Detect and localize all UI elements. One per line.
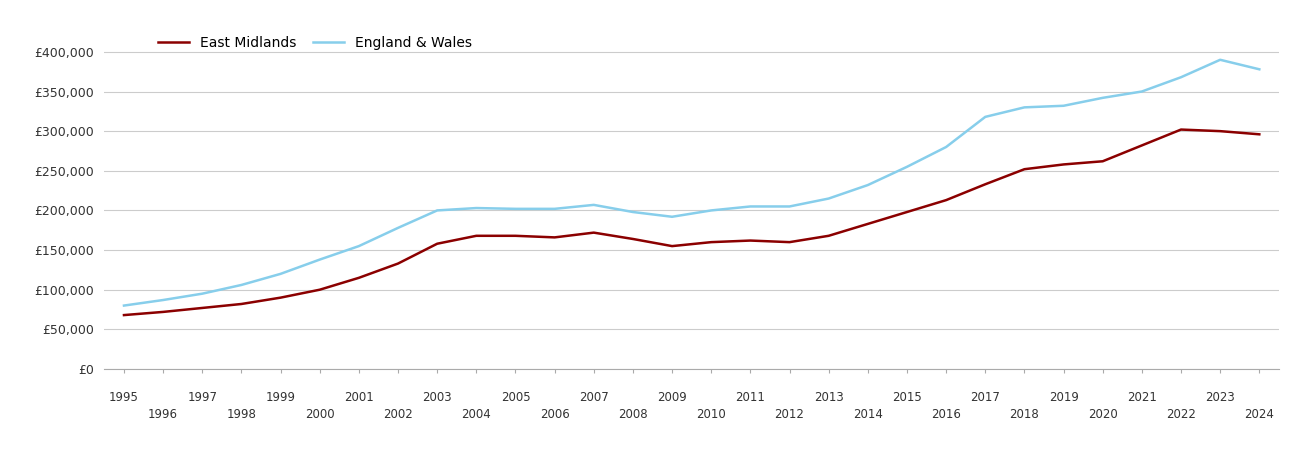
Text: 2006: 2006	[540, 408, 569, 421]
Text: 2002: 2002	[384, 408, 412, 421]
Line: East Midlands: East Midlands	[124, 130, 1259, 315]
Text: 2022: 2022	[1167, 408, 1195, 421]
East Midlands	[1212, 128, 1228, 134]
England & Wales	[586, 202, 602, 207]
East Midlands	[508, 233, 523, 238]
England & Wales	[234, 282, 249, 288]
England & Wales	[351, 243, 367, 249]
Text: 2012: 2012	[775, 408, 804, 421]
England & Wales	[860, 182, 876, 188]
Text: 2004: 2004	[462, 408, 491, 421]
East Midlands	[625, 236, 641, 242]
Text: 2019: 2019	[1049, 391, 1078, 404]
Text: 2010: 2010	[697, 408, 726, 421]
England & Wales	[194, 291, 210, 297]
East Midlands	[860, 221, 876, 227]
England & Wales	[782, 204, 797, 209]
East Midlands	[703, 239, 719, 245]
England & Wales	[977, 114, 993, 120]
England & Wales	[743, 204, 758, 209]
England & Wales	[664, 214, 680, 220]
England & Wales	[821, 196, 837, 201]
East Midlands	[1095, 158, 1111, 164]
East Midlands	[586, 230, 602, 235]
East Midlands	[351, 275, 367, 280]
England & Wales	[703, 208, 719, 213]
Text: 1998: 1998	[227, 408, 256, 421]
England & Wales	[625, 209, 641, 215]
East Midlands	[390, 261, 406, 266]
England & Wales	[1056, 103, 1071, 108]
Text: 2005: 2005	[501, 391, 530, 404]
Text: 2018: 2018	[1010, 408, 1039, 421]
Text: 2014: 2014	[853, 408, 882, 421]
England & Wales	[899, 164, 915, 170]
England & Wales	[312, 257, 328, 262]
Text: 2003: 2003	[423, 391, 452, 404]
East Midlands	[1251, 131, 1267, 137]
England & Wales	[155, 297, 171, 303]
England & Wales	[1173, 75, 1189, 80]
Text: 1996: 1996	[149, 408, 177, 421]
East Midlands	[743, 238, 758, 243]
England & Wales	[1212, 57, 1228, 63]
England & Wales	[468, 205, 484, 211]
East Midlands	[977, 181, 993, 187]
England & Wales	[1095, 95, 1111, 100]
East Midlands	[1056, 162, 1071, 167]
Text: 2001: 2001	[345, 391, 373, 404]
England & Wales	[1251, 67, 1267, 72]
England & Wales	[116, 303, 132, 308]
Text: 1999: 1999	[266, 391, 295, 404]
East Midlands	[468, 233, 484, 238]
Text: 2016: 2016	[932, 408, 960, 421]
England & Wales	[1017, 105, 1032, 110]
Text: 2007: 2007	[579, 391, 608, 404]
England & Wales	[429, 208, 445, 213]
Text: 1997: 1997	[188, 391, 217, 404]
Line: England & Wales: England & Wales	[124, 60, 1259, 306]
East Midlands	[1134, 143, 1150, 148]
Text: 2020: 2020	[1088, 408, 1117, 421]
Text: 2023: 2023	[1206, 391, 1235, 404]
East Midlands	[273, 295, 288, 300]
East Midlands	[821, 233, 837, 238]
East Midlands	[312, 287, 328, 292]
Text: 2011: 2011	[736, 391, 765, 404]
Text: 2008: 2008	[619, 408, 647, 421]
Text: 2013: 2013	[814, 391, 843, 404]
East Midlands	[664, 243, 680, 249]
England & Wales	[273, 271, 288, 277]
East Midlands	[1017, 166, 1032, 172]
East Midlands	[234, 302, 249, 307]
East Midlands	[194, 305, 210, 310]
East Midlands	[116, 312, 132, 318]
England & Wales	[547, 206, 562, 211]
England & Wales	[390, 225, 406, 230]
England & Wales	[938, 144, 954, 150]
England & Wales	[508, 206, 523, 211]
Text: 2021: 2021	[1128, 391, 1156, 404]
Legend: East Midlands, England & Wales: East Midlands, England & Wales	[158, 36, 471, 50]
East Midlands	[938, 198, 954, 203]
Text: 2000: 2000	[305, 408, 334, 421]
Text: 2015: 2015	[893, 391, 921, 404]
East Midlands	[782, 239, 797, 245]
East Midlands	[155, 309, 171, 315]
Text: 2024: 2024	[1245, 408, 1274, 421]
East Midlands	[547, 235, 562, 240]
East Midlands	[429, 241, 445, 247]
East Midlands	[1173, 127, 1189, 132]
Text: 2017: 2017	[971, 391, 1000, 404]
East Midlands	[899, 209, 915, 215]
England & Wales	[1134, 89, 1150, 94]
Text: 2009: 2009	[658, 391, 686, 404]
Text: 1995: 1995	[110, 391, 138, 404]
